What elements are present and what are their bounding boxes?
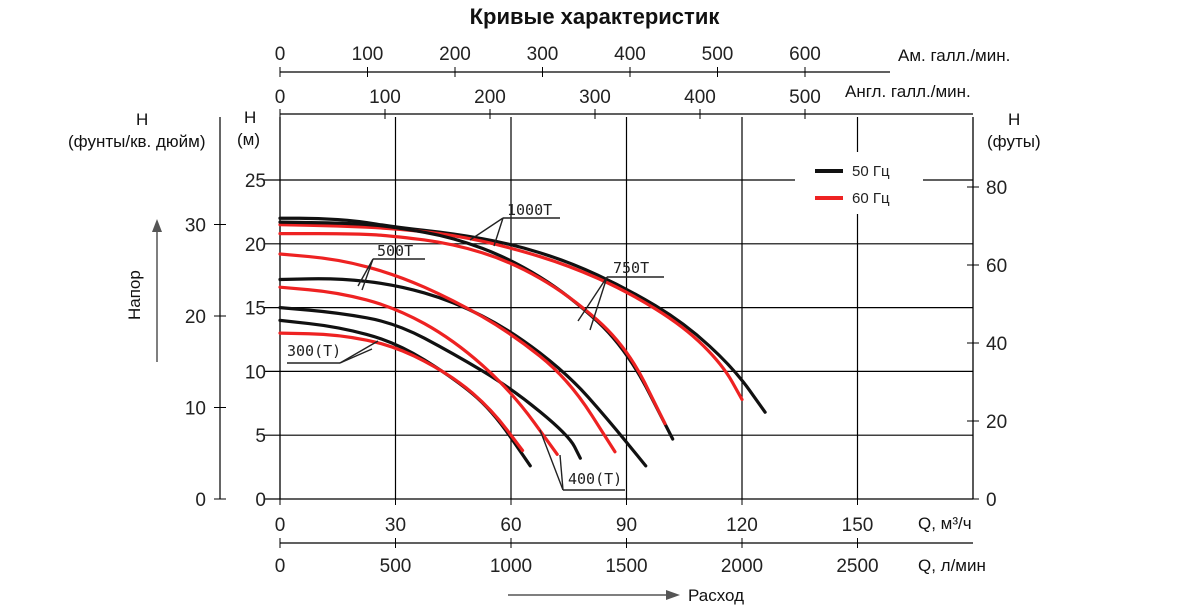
leader-leg — [493, 217, 504, 247]
legend-box — [795, 152, 923, 214]
right-ft-unit: (футы) — [987, 132, 1041, 151]
us-gpm-tick-label: 100 — [352, 44, 384, 65]
left-m-unit: (м) — [237, 130, 261, 149]
curve-series-5 — [278, 252, 617, 454]
legend-label: 60 Гц — [852, 190, 890, 207]
left-m-h: H — [244, 108, 257, 127]
left-psi-unit: (фунты/кв. дюйм) — [68, 132, 206, 151]
psi-tick-label: 10 — [185, 399, 206, 420]
curve-series-3 — [278, 231, 667, 426]
lmin-tick-label: 1500 — [605, 556, 647, 577]
grid — [264, 117, 974, 500]
m-tick-label: 10 — [245, 362, 266, 383]
top-axis-uk-unit: Англ. галл./мин. — [845, 82, 971, 101]
legend-label: 50 Гц — [852, 163, 890, 180]
right-ft-h: H — [1008, 110, 1021, 129]
us-gpm-tick-label: 400 — [614, 44, 646, 65]
m-tick-label: 20 — [245, 235, 266, 256]
curve-label-2: 500T — [377, 242, 413, 260]
curve-series-7 — [278, 285, 559, 456]
curve-label-0: 1000T — [507, 201, 552, 219]
leader-leg — [577, 276, 608, 322]
psi-tick-label: 20 — [185, 307, 206, 328]
us-gpm-tick-label: 500 — [702, 44, 734, 65]
leader-leg — [469, 217, 504, 241]
leader-leg — [339, 340, 379, 364]
curves — [278, 216, 767, 468]
uk-gpm-tick-label: 500 — [789, 87, 821, 108]
curve-series-2 — [278, 220, 675, 441]
uk-gpm-tick-label: 300 — [579, 87, 611, 108]
legend: 50 Гц 60 Гц — [795, 152, 923, 214]
lmin-tick-label: 2000 — [721, 556, 763, 577]
m-tick-label-zero: 0 — [255, 490, 266, 511]
ft-tick-label: 0 — [986, 490, 997, 511]
curve-series-0 — [278, 216, 767, 414]
flow-arrow-head — [666, 590, 680, 600]
m-tick-label: 25 — [245, 171, 266, 192]
curve-label-1: 750T — [613, 259, 649, 277]
flow-arrow-label: Расход — [688, 586, 745, 605]
ft-tick-label: 40 — [986, 334, 1007, 355]
m-tick-label: 5 — [255, 426, 266, 447]
leader-leg — [559, 454, 564, 491]
curve-series-9 — [278, 331, 525, 453]
ft-tick-label: 60 — [986, 256, 1007, 277]
uk-gpm-tick-label: 400 — [684, 87, 716, 108]
us-gpm-tick-label: 200 — [439, 44, 471, 65]
bottom-lmin-unit: Q, л/мин — [918, 556, 986, 575]
uk-gpm-tick-label: 100 — [369, 87, 401, 108]
head-arrow-label: Напор — [125, 270, 144, 320]
x-tick-label: 30 — [385, 515, 406, 536]
head-arrow-head — [152, 219, 162, 232]
lmin-tick-label: 2500 — [836, 556, 878, 577]
x-tick-label: 90 — [616, 515, 637, 536]
ft-tick-label: 80 — [986, 178, 1007, 199]
axes — [152, 67, 979, 600]
curve-label-3: 400(T) — [568, 470, 622, 488]
x-tick-label: 0 — [275, 515, 286, 536]
curve-series-6 — [278, 306, 582, 460]
lmin-tick-label: 1000 — [490, 556, 532, 577]
lmin-tick-label: 500 — [380, 556, 412, 577]
bottom-m3h-unit: Q, м³/ч — [918, 514, 972, 533]
us-gpm-tick-label: 600 — [789, 44, 821, 65]
left-psi-h: H — [136, 110, 149, 129]
m-tick-label: 15 — [245, 299, 266, 320]
x-tick-label: 60 — [500, 515, 521, 536]
uk-gpm-tick-label: 200 — [474, 87, 506, 108]
leader-leg — [589, 276, 608, 331]
psi-tick-label: 0 — [195, 490, 206, 511]
curve-label-4: 300(T) — [287, 342, 341, 360]
leader-leg — [539, 429, 564, 491]
leader-leg — [357, 258, 374, 287]
x-tick-label: 120 — [726, 515, 758, 536]
psi-tick-label: 30 — [185, 216, 206, 237]
chart-title: Кривые характеристик — [469, 4, 720, 29]
curve-series-1 — [278, 223, 744, 402]
us-gpm-tick-label: 0 — [275, 44, 286, 65]
us-gpm-tick-label: 300 — [527, 44, 559, 65]
x-tick-label: 150 — [842, 515, 874, 536]
leader-leg — [361, 258, 374, 291]
leader-leg — [339, 348, 373, 364]
top-axis-us-unit: Ам. галл./мин. — [898, 46, 1011, 65]
lmin-tick-label: 0 — [275, 556, 286, 577]
ft-tick-label: 20 — [986, 412, 1007, 433]
uk-gpm-tick-label: 0 — [275, 87, 286, 108]
curve-leaders — [287, 217, 664, 491]
